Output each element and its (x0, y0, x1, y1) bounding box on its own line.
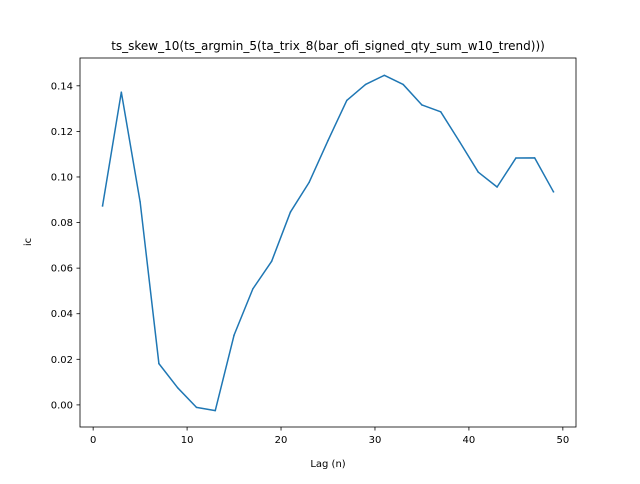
plot-area: 0 10 20 30 40 50 0.00 0.02 0.04 0.06 0.08 0.10 0.12 0… (51, 57, 577, 446)
x-tick-label: 10 (181, 435, 194, 446)
data-point (421, 104, 423, 106)
x-tick-label: 20 (275, 435, 288, 446)
y-tick-label: 0.14 (51, 81, 73, 92)
data-point (139, 201, 141, 203)
x-tick-label: 50 (556, 435, 569, 446)
data-point (439, 111, 442, 113)
y-tick-label: 0.00 (51, 400, 73, 411)
x-tick-label: 0 (90, 435, 96, 446)
data-point (364, 83, 367, 86)
data-point (477, 171, 480, 173)
y-tick-label: 0.02 (51, 355, 73, 366)
data-point (158, 362, 160, 365)
data-point (533, 157, 536, 159)
data-point (214, 409, 217, 412)
y-tick-label: 0.06 (51, 264, 73, 275)
data-point (233, 334, 235, 336)
data-point (458, 140, 461, 143)
y-tick-label: 0.10 (51, 172, 73, 183)
y-axis-label: ic (23, 238, 34, 246)
data-point (402, 83, 404, 86)
y-tick-label: 0.04 (51, 309, 73, 320)
y-tick-label: 0.08 (51, 218, 73, 229)
y-tick-label: 0.12 (51, 127, 73, 138)
chart-title: ts_skew_10(ts_argmin_5(ta_trix_8(bar_ofi… (111, 39, 545, 53)
data-point (308, 181, 310, 183)
data-point (515, 157, 517, 159)
data-point (496, 186, 498, 188)
x-tick-label: 40 (463, 435, 476, 446)
data-point (101, 205, 104, 207)
data-point (120, 91, 123, 93)
data-point (176, 387, 179, 389)
data-point (195, 406, 198, 409)
data-point (552, 191, 555, 193)
x-axis-label: Lag (n) (310, 459, 345, 470)
data-point (289, 211, 292, 213)
data-point (327, 139, 329, 142)
data-point (252, 288, 254, 290)
axes-frame (79, 57, 577, 428)
x-tick-label: 30 (369, 435, 382, 446)
data-point (346, 99, 348, 102)
data-point (383, 74, 386, 77)
data-point (270, 260, 273, 263)
